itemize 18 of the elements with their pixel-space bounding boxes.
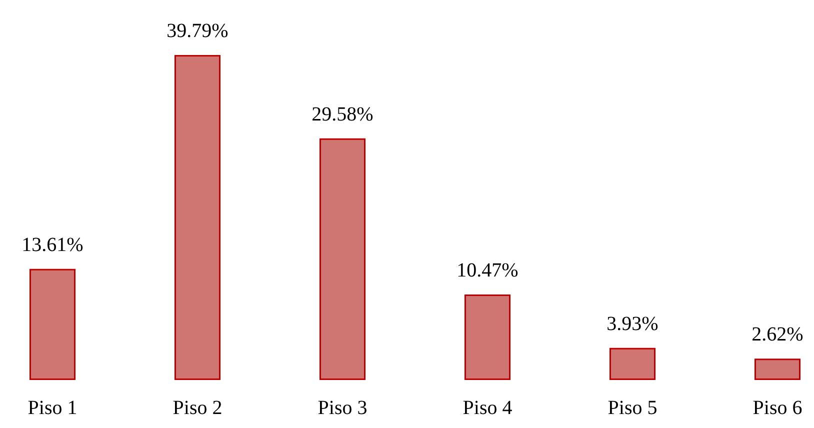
data-label: 10.47% xyxy=(456,259,518,282)
bar xyxy=(174,55,220,380)
x-tick-label: Piso 2 xyxy=(172,397,222,419)
data-label: 3.93% xyxy=(606,312,658,335)
x-tick-label: Piso 5 xyxy=(608,397,658,419)
x-tick-label: Piso 1 xyxy=(28,397,78,419)
bar xyxy=(320,138,366,380)
x-tick-label: Piso 4 xyxy=(462,397,512,419)
x-tick-label: Piso 3 xyxy=(318,397,368,419)
x-tick-label: Piso 6 xyxy=(752,397,802,419)
bar xyxy=(610,348,656,380)
bar xyxy=(464,294,510,380)
data-label: 13.61% xyxy=(22,234,84,256)
bar xyxy=(754,358,800,380)
data-label: 2.62% xyxy=(752,324,804,346)
data-label: 29.58% xyxy=(312,103,374,126)
bar xyxy=(30,268,76,380)
data-label: 39.79% xyxy=(166,20,228,42)
